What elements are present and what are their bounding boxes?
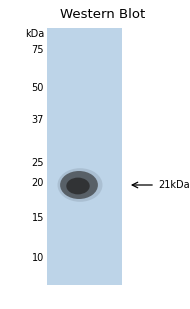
Ellipse shape bbox=[66, 178, 90, 194]
Text: 15: 15 bbox=[32, 213, 44, 223]
Text: 37: 37 bbox=[32, 115, 44, 125]
Text: 50: 50 bbox=[32, 83, 44, 93]
Text: 21kDa: 21kDa bbox=[158, 180, 190, 190]
Text: 75: 75 bbox=[32, 45, 44, 55]
Text: kDa: kDa bbox=[25, 29, 44, 39]
Text: 10: 10 bbox=[32, 253, 44, 263]
Ellipse shape bbox=[60, 171, 98, 199]
Text: 25: 25 bbox=[32, 158, 44, 168]
Ellipse shape bbox=[58, 168, 102, 202]
Text: 20: 20 bbox=[32, 178, 44, 188]
Bar bbox=[47, 28, 122, 285]
Text: Western Blot: Western Blot bbox=[60, 7, 145, 20]
